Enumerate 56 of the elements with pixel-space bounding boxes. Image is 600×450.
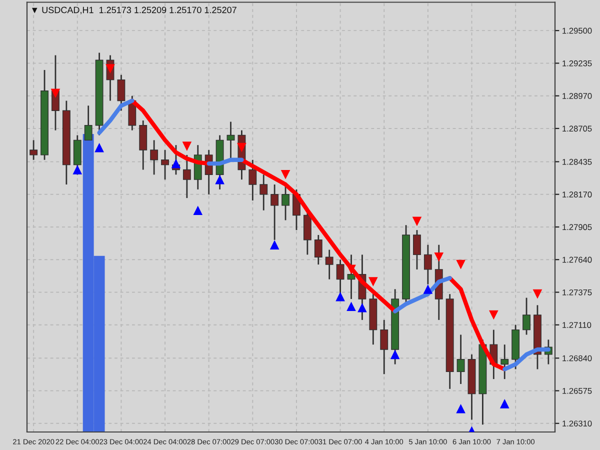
point <box>412 216 422 226</box>
point <box>336 292 345 302</box>
y-tick-label: 1.29500 <box>562 28 592 34</box>
candlestick <box>248 159 257 202</box>
point <box>456 260 466 270</box>
point <box>456 404 466 414</box>
y-tick-label: 1.27110 <box>562 322 592 328</box>
candlestick <box>117 74 126 112</box>
point <box>215 174 224 184</box>
point <box>182 142 192 151</box>
point <box>358 302 367 312</box>
candlestick <box>226 121 235 161</box>
point <box>346 264 356 274</box>
y-tick-label: 1.26575 <box>562 388 592 394</box>
candlestick <box>30 139 38 161</box>
candlestick <box>413 229 421 270</box>
point <box>434 252 444 262</box>
point <box>368 277 378 286</box>
y-tick-label: 1.29235 <box>562 60 592 66</box>
y-tick-label: 1.26310 <box>562 420 592 426</box>
y-tick-label: 1.27375 <box>562 289 592 296</box>
y-tick-label: 1.28970 <box>562 93 592 99</box>
candlestick <box>314 234 322 266</box>
point <box>171 158 181 168</box>
candlestick <box>161 149 169 180</box>
point <box>193 206 203 216</box>
point <box>488 310 498 320</box>
candlestick <box>380 319 388 375</box>
point <box>237 142 246 152</box>
chart-title: ▼ USDCAD,H1 1.25173 1.25209 1.25170 1.25207 <box>32 6 236 14</box>
point <box>50 88 60 98</box>
point <box>500 399 510 408</box>
y-tick-label: 1.27905 <box>562 224 592 230</box>
candlestick <box>182 154 191 199</box>
candlestick <box>260 174 268 212</box>
point <box>270 240 280 250</box>
point <box>280 170 290 180</box>
point <box>423 284 433 294</box>
candlestick <box>150 139 158 176</box>
candlestick <box>424 244 432 285</box>
candlestick <box>325 249 334 280</box>
y-tick-label: 1.27640 <box>562 256 592 263</box>
point <box>94 142 104 152</box>
y-tick-label: 1.28705 <box>562 126 592 132</box>
point <box>532 289 542 299</box>
point <box>106 64 115 74</box>
candlestick <box>500 344 509 380</box>
candlestick <box>456 334 465 385</box>
y-tick-label: 1.26840 <box>562 355 592 362</box>
candlestick <box>522 297 530 336</box>
point <box>72 165 82 174</box>
point <box>346 302 356 312</box>
y-tick-label: 1.28435 <box>562 158 592 165</box>
point <box>390 350 400 360</box>
candlestick <box>84 104 92 141</box>
y-tick-label: 1.28170 <box>562 192 592 198</box>
